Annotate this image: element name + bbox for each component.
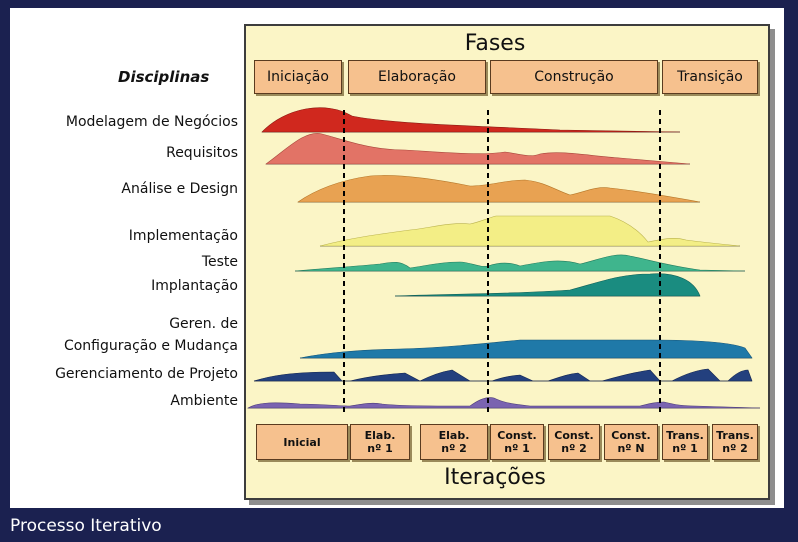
hump-gerenciamento [253, 368, 753, 382]
discipline-implementacao: Implementação [128, 228, 238, 244]
iteration-trans-1-line1: Trans. [666, 429, 704, 442]
iteration-trans-2: Trans. nº 2 [712, 424, 758, 460]
discipline-analise: Análise e Design [121, 181, 238, 197]
figure-caption: Processo Iterativo [10, 516, 162, 536]
phase-transicao: Transição [662, 60, 758, 94]
hump-ambiente [246, 397, 761, 409]
iteration-const-n: Const. nº N [604, 424, 658, 460]
iteration-const-2: Const. nº 2 [548, 424, 600, 460]
iteration-const-2-line2: nº 2 [561, 442, 587, 455]
iteration-trans-2-line2: nº 2 [722, 442, 748, 455]
iteration-const-n-line1: Const. [611, 429, 651, 442]
phase-construcao: Construção [490, 60, 658, 94]
iteracoes-title: Iterações [444, 465, 546, 490]
disciplinas-header: Disciplinas [118, 68, 210, 86]
phase-elaboracao: Elaboração [348, 60, 486, 94]
phases-panel [244, 24, 770, 500]
iteration-const-2-line1: Const. [554, 429, 594, 442]
iteration-const-n-line2: nº N [617, 442, 645, 455]
fases-title: Fases [464, 31, 526, 56]
iteration-const-1-line2: nº 1 [504, 442, 530, 455]
iteration-trans-1-line2: nº 1 [672, 442, 698, 455]
workflow-humps-diagram [246, 107, 761, 416]
iteration-elab-2: Elab. nº 2 [420, 424, 488, 460]
discipline-configuracao-line1: Geren. de [169, 316, 238, 332]
iteration-const-1: Const. nº 1 [490, 424, 544, 460]
iteration-elab-2-line1: Elab. [438, 429, 470, 442]
discipline-ambiente: Ambiente [170, 393, 238, 409]
hump-analise [297, 175, 701, 203]
hump-teste [294, 254, 746, 272]
iteration-elab-1-line1: Elab. [364, 429, 396, 442]
iteration-const-1-line1: Const. [497, 429, 537, 442]
hump-implementacao [319, 215, 741, 247]
discipline-gerenciamento: Gerenciamento de Projeto [55, 366, 238, 382]
iteration-elab-1: Elab. nº 1 [350, 424, 410, 460]
iteration-trans-2-line1: Trans. [716, 429, 754, 442]
hump-modelagem [261, 107, 681, 133]
iteration-trans-1: Trans. nº 1 [662, 424, 708, 460]
iteration-elab-2-line2: nº 2 [441, 442, 467, 455]
discipline-teste: Teste [201, 254, 238, 270]
discipline-configuracao-line2: Configuração e Mudança [63, 338, 238, 354]
phase-iniciacao: Iniciação [254, 60, 342, 94]
discipline-implantacao: Implantação [151, 278, 238, 294]
hump-implantacao [394, 273, 701, 297]
hump-requisitos [265, 133, 691, 165]
hump-configuracao [299, 339, 753, 359]
discipline-requisitos: Requisitos [166, 145, 238, 161]
discipline-modelagem: Modelagem de Negócios [65, 114, 238, 130]
iteration-inicial: Inicial [256, 424, 348, 460]
iteration-elab-1-line2: nº 1 [367, 442, 393, 455]
iteration-inicial-label: Inicial [283, 435, 321, 449]
